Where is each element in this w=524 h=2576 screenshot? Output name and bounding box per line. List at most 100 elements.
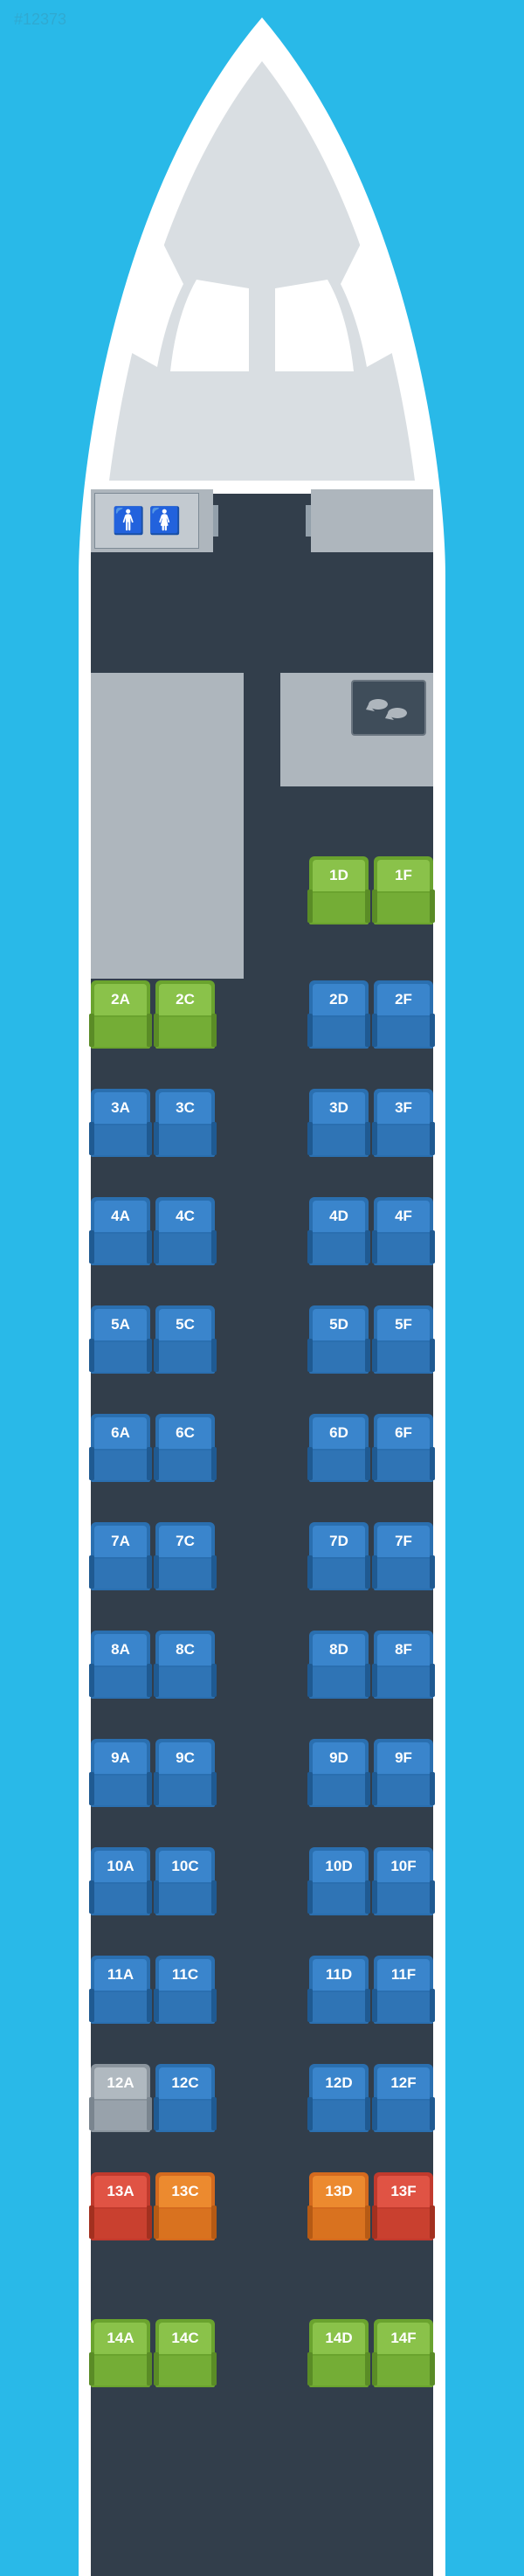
seat-11D[interactable]: 11D xyxy=(309,1956,369,2024)
seat-13D[interactable]: 13D xyxy=(309,2172,369,2240)
seat-1F[interactable]: 1F xyxy=(374,856,433,924)
forward-bulkhead-left: 🚹 🚺 xyxy=(91,489,213,552)
seat-back: 7D xyxy=(313,1526,365,1557)
seat-arm-right xyxy=(147,1447,152,1480)
seat-cushion xyxy=(376,893,431,923)
seat-7D[interactable]: 7D xyxy=(309,1522,369,1590)
seat-3F[interactable]: 3F xyxy=(374,1089,433,1157)
seat-5D[interactable]: 5D xyxy=(309,1305,369,1374)
seat-arm-left xyxy=(89,2352,94,2386)
seat-back: 4A xyxy=(94,1201,147,1232)
seat-8A[interactable]: 8A xyxy=(91,1631,150,1699)
seat-arm-right xyxy=(430,890,435,923)
seat-arm-left xyxy=(154,1339,159,1372)
seat-5F[interactable]: 5F xyxy=(374,1305,433,1374)
seat-pair-left: 11A11C xyxy=(91,1956,215,2024)
seat-6A[interactable]: 6A xyxy=(91,1414,150,1482)
seat-3D[interactable]: 3D xyxy=(309,1089,369,1157)
seat-12F[interactable]: 12F xyxy=(374,2064,433,2132)
seat-14F[interactable]: 14F xyxy=(374,2319,433,2387)
seat-13C[interactable]: 13C xyxy=(155,2172,215,2240)
seat-arm-left xyxy=(372,1230,377,1264)
seat-pair-left: 6A6C xyxy=(91,1414,215,1482)
seat-4F[interactable]: 4F xyxy=(374,1197,433,1265)
seat-6F[interactable]: 6F xyxy=(374,1414,433,1482)
seat-2A[interactable]: 2A xyxy=(91,980,150,1049)
seat-10C[interactable]: 10C xyxy=(155,1847,215,1915)
seat-3A[interactable]: 3A xyxy=(91,1089,150,1157)
seat-row: 12A12C 12D12F xyxy=(91,2064,433,2132)
seat-4A[interactable]: 4A xyxy=(91,1197,150,1265)
seat-pair-left: 2A2C xyxy=(91,980,215,1049)
seat-12C[interactable]: 12C xyxy=(155,2064,215,2132)
seat-14D[interactable]: 14D xyxy=(309,2319,369,2387)
seat-8F[interactable]: 8F xyxy=(374,1631,433,1699)
seat-12D[interactable]: 12D xyxy=(309,2064,369,2132)
seat-arm-left xyxy=(372,2206,377,2239)
seat-8C[interactable]: 8C xyxy=(155,1631,215,1699)
seat-arm-left xyxy=(154,2206,159,2239)
seat-pair-left: 4A 4C xyxy=(91,1197,215,1265)
seat-9D[interactable]: 9D xyxy=(309,1739,369,1807)
seat-cushion xyxy=(311,1559,367,1589)
seat-back: 12A xyxy=(94,2067,147,2099)
seat-row: 5A5C 5D5F xyxy=(91,1305,433,1374)
seat-arm-right xyxy=(147,1555,152,1589)
seat-6D[interactable]: 6D xyxy=(309,1414,369,1482)
seat-7A[interactable]: 7A xyxy=(91,1522,150,1590)
seat-14C[interactable]: 14C xyxy=(155,2319,215,2387)
seat-arm-right xyxy=(430,1122,435,1155)
seat-7C[interactable]: 7C xyxy=(155,1522,215,1590)
seat-arm-right xyxy=(365,1122,370,1155)
seat-11F[interactable]: 11F xyxy=(374,1956,433,2024)
seat-13F[interactable]: 13F xyxy=(374,2172,433,2240)
seat-cushion xyxy=(93,1234,148,1264)
seat-7F[interactable]: 7F xyxy=(374,1522,433,1590)
seat-1D[interactable]: 1D xyxy=(309,856,369,924)
seat-back: 4C xyxy=(159,1201,211,1232)
seat-3C[interactable]: 3C xyxy=(155,1089,215,1157)
seat-14A[interactable]: 14A xyxy=(91,2319,150,2387)
seat-pair-right: 3D3F xyxy=(309,1089,433,1157)
seat-11A[interactable]: 11A xyxy=(91,1956,150,2024)
seat-10A[interactable]: 10A xyxy=(91,1847,150,1915)
seat-4D[interactable]: 4D xyxy=(309,1197,369,1265)
seat-6C[interactable]: 6C xyxy=(155,1414,215,1482)
lavatory-female-icon: 🚺 xyxy=(148,506,181,537)
seat-pair-left xyxy=(91,856,215,924)
seat-arm-right xyxy=(147,2097,152,2130)
seat-back: 3A xyxy=(94,1092,147,1124)
seat-cushion xyxy=(157,1667,213,1697)
seat-back: 6D xyxy=(313,1417,365,1449)
seat-arm-left xyxy=(89,1014,94,1047)
seat-arm-left xyxy=(372,1664,377,1697)
seat-arm-left xyxy=(372,1014,377,1047)
seat-10F[interactable]: 10F xyxy=(374,1847,433,1915)
seat-arm-right xyxy=(147,2206,152,2239)
seat-11C[interactable]: 11C xyxy=(155,1956,215,2024)
seat-arm-right xyxy=(365,1880,370,1914)
seat-arm-right xyxy=(211,2352,217,2386)
seat-5C[interactable]: 5C xyxy=(155,1305,215,1374)
seat-arm-left xyxy=(307,890,313,923)
seat-4C[interactable]: 4C xyxy=(155,1197,215,1265)
seat-2D[interactable]: 2D xyxy=(309,980,369,1049)
seat-13A[interactable]: 13A xyxy=(91,2172,150,2240)
seat-cushion xyxy=(376,1667,431,1697)
galley-icon xyxy=(351,680,426,736)
seat-cushion xyxy=(157,1992,213,2022)
seat-arm-left xyxy=(89,1122,94,1155)
seat-9F[interactable]: 9F xyxy=(374,1739,433,1807)
seat-arm-left xyxy=(307,2352,313,2386)
seat-row: 11A11C 11D11F xyxy=(91,1956,433,2024)
seat-2F[interactable]: 2F xyxy=(374,980,433,1049)
seat-9A[interactable]: 9A xyxy=(91,1739,150,1807)
seat-12A[interactable]: 12A xyxy=(91,2064,150,2132)
seat-2C[interactable]: 2C xyxy=(155,980,215,1049)
seat-arm-right xyxy=(365,2097,370,2130)
seat-9C[interactable]: 9C xyxy=(155,1739,215,1807)
seat-10D[interactable]: 10D xyxy=(309,1847,369,1915)
seat-8D[interactable]: 8D xyxy=(309,1631,369,1699)
seat-5A[interactable]: 5A xyxy=(91,1305,150,1374)
seat-arm-left xyxy=(154,1555,159,1589)
